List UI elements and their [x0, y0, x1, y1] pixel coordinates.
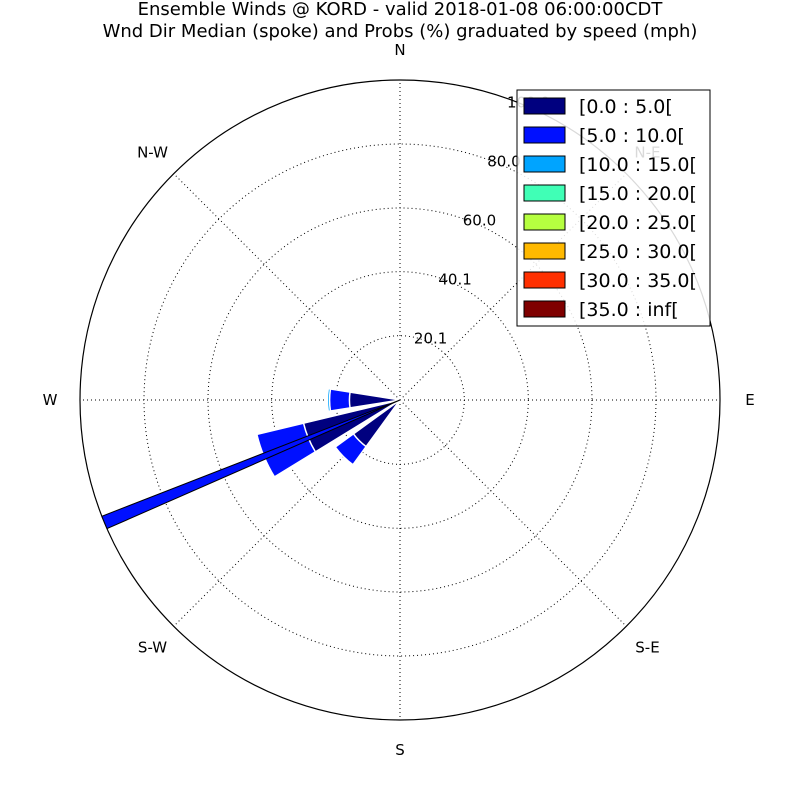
wind-wedges: [255, 387, 401, 478]
legend-swatch: [523, 242, 566, 260]
wedge-segment: [348, 391, 401, 409]
radial-tick-label: 80.0: [487, 152, 520, 170]
direction-label: S-E: [635, 638, 659, 656]
legend-swatch: [523, 97, 566, 115]
grid-spoke: [173, 399, 401, 627]
chart-subtitle: Wnd Dir Median (spoke) and Probs (%) gra…: [103, 21, 698, 42]
legend-label: [0.0 : 5.0[: [579, 96, 673, 118]
legend-swatch: [523, 213, 566, 231]
grid-spoke: [173, 173, 401, 401]
legend-swatch: [523, 184, 566, 202]
outer-ring: [79, 79, 721, 721]
direction-label: W: [43, 391, 58, 409]
grid-spoke: [399, 173, 627, 401]
radial-tick-label: 60.0: [463, 212, 496, 230]
direction-label: S-W: [138, 638, 167, 656]
direction-label: E: [745, 391, 754, 409]
wedge-segment: [352, 399, 401, 448]
legend-swatch: [523, 300, 566, 318]
legend-swatch: [523, 271, 566, 289]
direction-label: N: [394, 41, 405, 59]
median-spoke: [101, 399, 401, 530]
legend-swatch: [523, 126, 566, 144]
polar-grid: [79, 79, 721, 721]
median-spoke-bar: [101, 399, 401, 530]
direction-label: S: [395, 741, 405, 759]
legend-label: [35.0 : inf[: [579, 299, 679, 321]
radial-tick-label: 20.1: [414, 330, 447, 348]
legend-swatch: [523, 155, 566, 173]
legend-label: [25.0 : 30.0[: [579, 241, 697, 263]
legend: [0.0 : 5.0[ [5.0 : 10.0[ [10.0 : 15.0[ [15.…: [516, 89, 711, 327]
legend-label: [20.0 : 25.0[: [579, 212, 697, 234]
legend-label: [5.0 : 10.0[: [579, 125, 685, 147]
legend-label: [15.0 : 20.0[: [579, 183, 697, 205]
legend-label: [30.0 : 35.0[: [579, 270, 697, 292]
direction-label: N-W: [137, 144, 168, 162]
radial-tick-label: 40.1: [438, 270, 471, 288]
grid-spoke: [399, 399, 627, 627]
legend-label: [10.0 : 15.0[: [579, 154, 697, 176]
chart-title: Ensemble Winds @ KORD - valid 2018-01-08…: [138, 0, 664, 20]
